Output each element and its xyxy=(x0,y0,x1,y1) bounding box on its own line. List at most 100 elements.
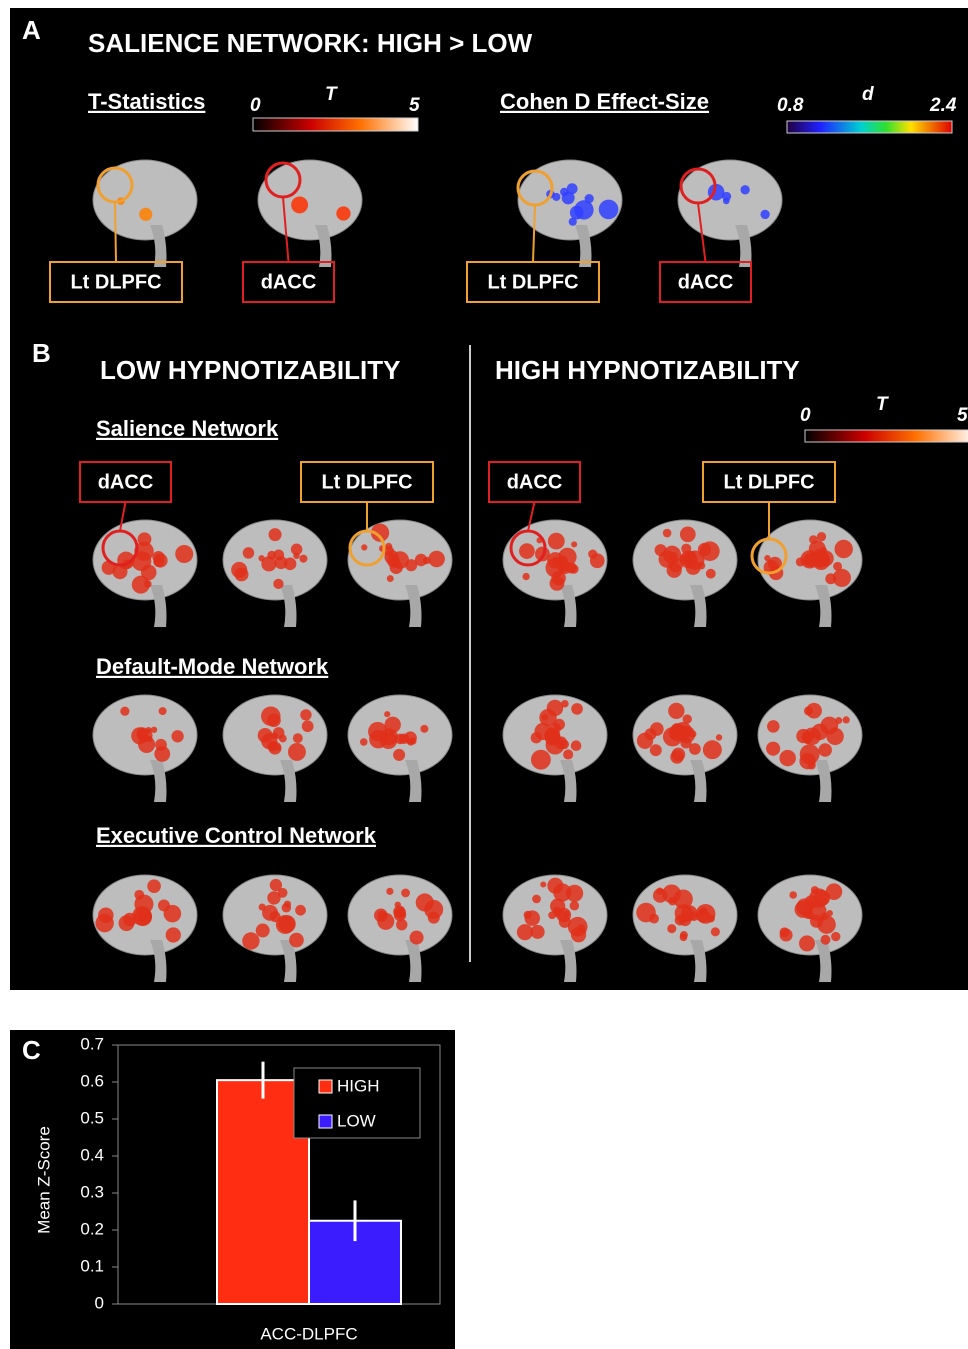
activation xyxy=(662,528,672,538)
activation xyxy=(407,738,415,746)
activation xyxy=(560,187,569,197)
activation xyxy=(291,196,309,214)
callout xyxy=(119,501,127,532)
brain xyxy=(92,159,198,241)
activation xyxy=(361,544,368,551)
brainstem xyxy=(280,585,297,627)
activation xyxy=(842,716,850,724)
activation xyxy=(300,709,312,721)
activation xyxy=(155,738,167,751)
activation xyxy=(558,915,571,928)
callout xyxy=(697,202,707,263)
activation xyxy=(766,741,781,756)
brainstem xyxy=(815,760,832,802)
activation xyxy=(802,908,813,919)
region-label: Lt DLPFC xyxy=(321,471,412,493)
group-title: LOW HYPNOTIZABILITY xyxy=(100,355,400,385)
activation xyxy=(807,761,816,770)
activation xyxy=(800,550,819,569)
activation xyxy=(257,727,273,743)
activation xyxy=(820,912,829,921)
subtitle: Cohen D Effect-Size xyxy=(500,89,709,114)
activation xyxy=(261,556,277,572)
activation xyxy=(636,732,654,749)
brainstem xyxy=(405,940,422,982)
activation xyxy=(386,575,394,582)
activation xyxy=(171,730,184,743)
activation xyxy=(541,713,549,721)
activation xyxy=(546,699,564,717)
activation xyxy=(668,702,685,719)
activation xyxy=(673,889,693,909)
subtitle: T-Statistics xyxy=(88,89,205,114)
activation xyxy=(134,889,145,900)
activation xyxy=(652,888,668,903)
activation xyxy=(269,911,281,923)
activation xyxy=(678,913,692,927)
activation xyxy=(833,561,843,571)
activation xyxy=(544,727,559,743)
activation xyxy=(636,902,656,923)
brainstem xyxy=(150,585,167,627)
group-title: HIGH HYPNOTIZABILITY xyxy=(495,355,800,385)
activation xyxy=(820,934,831,945)
colorbar-min: 0 xyxy=(250,95,261,116)
activation xyxy=(258,903,266,911)
activation xyxy=(281,903,292,913)
network-title: Default-Mode Network xyxy=(96,654,329,679)
colorbar-max: 5 xyxy=(957,405,968,426)
activation xyxy=(688,730,697,738)
brainstem xyxy=(150,225,167,267)
activation xyxy=(522,572,530,581)
activation xyxy=(561,699,569,708)
activation xyxy=(268,528,282,542)
activation xyxy=(834,539,853,559)
activation xyxy=(552,192,561,201)
activation xyxy=(740,185,750,195)
activation xyxy=(779,928,793,942)
brainstem xyxy=(560,760,577,802)
colorbar-min: 0.8 xyxy=(777,95,804,116)
activation xyxy=(261,706,281,726)
activation xyxy=(292,733,303,744)
activation xyxy=(394,901,401,908)
activation xyxy=(689,743,701,755)
activation xyxy=(278,734,287,743)
activation xyxy=(799,935,816,952)
activation xyxy=(685,559,701,575)
activation xyxy=(414,553,428,567)
activation xyxy=(415,893,434,912)
activation xyxy=(814,890,831,906)
brainstem xyxy=(690,585,707,627)
activation xyxy=(825,573,837,585)
activation xyxy=(409,930,424,945)
callout xyxy=(282,196,290,263)
activation xyxy=(679,553,691,565)
region-label: dACC xyxy=(261,271,317,293)
activation xyxy=(532,894,541,904)
x-tick-label: ACC-DLPFC xyxy=(260,1324,357,1343)
activation xyxy=(563,749,574,760)
panel-title: SALIENCE NETWORK: HIGH > LOW xyxy=(88,28,533,58)
activation xyxy=(139,207,153,221)
activation xyxy=(682,714,692,724)
activation xyxy=(396,918,408,931)
activation xyxy=(817,550,834,567)
brainstem xyxy=(405,760,422,802)
activation xyxy=(267,741,278,752)
activation xyxy=(706,914,715,923)
activation xyxy=(118,915,135,932)
activation xyxy=(289,932,304,948)
activation xyxy=(588,549,598,559)
activation xyxy=(524,910,540,926)
activation xyxy=(391,551,409,569)
activation xyxy=(377,912,395,930)
activation xyxy=(779,749,796,767)
activation xyxy=(267,891,281,905)
activation xyxy=(158,707,167,716)
activation xyxy=(290,543,303,556)
activation xyxy=(566,183,578,195)
bar-chart: C Mean Z-Score 0 0.1 0.2 0.3 0.4 0.5 0.6 0.7 ACC… xyxy=(22,1034,441,1343)
legend-label: LOW xyxy=(337,1111,376,1130)
colorbar xyxy=(804,429,968,443)
